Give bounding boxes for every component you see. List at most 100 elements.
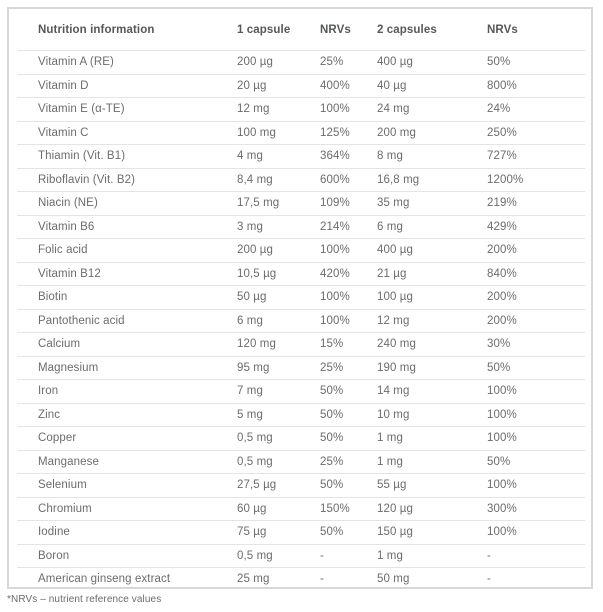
table-row: Thiamin (Vit. B1) 4 mg 364% 8 mg 727% [17, 144, 585, 168]
nutrition-table: Nutrition information 1 capsule NRVs 2 c… [17, 9, 585, 591]
nutrient-name-cell: Copper [17, 426, 237, 450]
nutrient-name-cell: Manganese [17, 449, 237, 474]
nutrient-name-cell: Magnesium [17, 355, 237, 380]
nrv-1-capsule-cell: 15% [320, 332, 377, 356]
nrv-1-capsule-cell: 25% [320, 449, 377, 474]
nrv-2-capsules-cell: 300% [487, 496, 585, 521]
header-cell-2-capsules: 2 capsules [377, 23, 437, 36]
table-header-row: Nutrition information 1 capsule NRVs 2 c… [17, 9, 585, 51]
amount-1-capsule-cell: 17,5 mg [237, 191, 320, 215]
amount-2-capsules-cell: 12 mg [377, 308, 487, 333]
amount-2-capsules-cell: 10 mg [377, 402, 487, 427]
table-row: American ginseng extract 25 mg -50 mg - [17, 567, 585, 591]
nutrient-name-cell: Folic acid [17, 238, 237, 262]
nrv-1-capsule-cell: - [320, 543, 377, 568]
nrv-2-capsules-cell: 840% [487, 261, 585, 286]
table-row: Iodine 75 µg 50% 150 µg 100% [17, 520, 585, 544]
amount-2-capsules-cell: 8 mg [377, 144, 487, 168]
amount-2-capsules-cell: 16,8 mg [377, 167, 487, 192]
amount-1-capsule-cell: 75 µg [237, 520, 320, 544]
amount-1-capsule-cell: 8,4 mg [237, 167, 320, 192]
nrv-2-capsules-cell: 100% [487, 520, 585, 544]
amount-1-capsule-cell: 50 µg [237, 285, 320, 309]
amount-2-capsules-cell: 120 µg [377, 496, 487, 521]
amount-1-capsule-cell: 12 mg [237, 97, 320, 121]
table-header: Nutrition information 1 capsule NRVs 2 c… [17, 9, 585, 51]
amount-1-capsule-cell: 10,5 µg [237, 261, 320, 286]
table-row: Manganese 0,5 mg 25% 1 mg 50% [17, 449, 585, 474]
header-cell-nrvs-2: NRVs [487, 23, 518, 36]
nrv-1-capsule-cell: - [320, 567, 377, 591]
amount-2-capsules-cell: 21 µg [377, 261, 487, 286]
amount-2-capsules-cell: 400 µg [377, 50, 487, 74]
nrv-1-capsule-cell: 214% [320, 214, 377, 239]
amount-2-capsules-cell: 1 mg [377, 449, 487, 474]
table-row: Vitamin E (α-TE) 12 mg 100% 24 mg 24% [17, 97, 585, 121]
table-row: Vitamin A (RE) 200 µg 25% 400 µg 50% [17, 50, 585, 74]
amount-1-capsule-cell: 200 µg [237, 238, 320, 262]
nrv-1-capsule-cell: 100% [320, 238, 377, 262]
nutrient-name-cell: Pantothenic acid [17, 308, 237, 333]
nrv-1-capsule-cell: 50% [320, 379, 377, 403]
header-cell-nutrition-information: Nutrition information [38, 23, 155, 36]
table-row: Biotin 50 µg 100% 100 µg 200% [17, 285, 585, 309]
amount-1-capsule-cell: 4 mg [237, 144, 320, 168]
amount-1-capsule-cell: 0,5 mg [237, 426, 320, 450]
nutrient-name-cell: Vitamin A (RE) [17, 50, 237, 74]
amount-1-capsule-cell: 27,5 µg [237, 473, 320, 497]
amount-2-capsules-cell: 55 µg [377, 473, 487, 497]
nutrient-name-cell: Vitamin E (α-TE) [17, 97, 237, 121]
nrv-2-capsules-cell: 100% [487, 426, 585, 450]
amount-2-capsules-cell: 35 mg [377, 191, 487, 215]
amount-2-capsules-cell: 24 mg [377, 97, 487, 121]
nrv-1-capsule-cell: 125% [320, 120, 377, 145]
nrv-2-capsules-cell: 727% [487, 144, 585, 168]
nrv-2-capsules-cell: 50% [487, 449, 585, 474]
table-row: Magnesium 95 mg 25% 190 mg 50% [17, 355, 585, 380]
amount-2-capsules-cell: 400 µg [377, 238, 487, 262]
table-row: Riboflavin (Vit. B2) 8,4 mg 600% 16,8 mg 120… [17, 167, 585, 192]
amount-1-capsule-cell: 6 mg [237, 308, 320, 333]
nrv-1-capsule-cell: 600% [320, 167, 377, 192]
nrv-1-capsule-cell: 50% [320, 473, 377, 497]
nrv-2-capsules-cell: - [487, 543, 585, 568]
nutrition-table-card: Nutrition information 1 capsule NRVs 2 c… [7, 7, 593, 591]
table-row: Vitamin C 100 mg 125% 200 mg 250% [17, 120, 585, 145]
table-row: Copper 0,5 mg 50% 1 mg 100% [17, 426, 585, 450]
nrv-2-capsules-cell: 1200% [487, 167, 585, 192]
amount-1-capsule-cell: 5 mg [237, 402, 320, 427]
table-row: Zinc 5 mg 50% 10 mg 100% [17, 402, 585, 427]
nrv-1-capsule-cell: 364% [320, 144, 377, 168]
table-row: Calcium 120 mg 15% 240 mg 30% [17, 332, 585, 356]
table-row: Selenium 27,5 µg 50% 55 µg 100% [17, 473, 585, 497]
nutrient-name-cell: Niacin (NE) [17, 191, 237, 215]
amount-2-capsules-cell: 200 mg [377, 120, 487, 145]
nrv-2-capsules-cell: 24% [487, 97, 585, 121]
nrv-1-capsule-cell: 50% [320, 402, 377, 427]
table-row: Folic acid 200 µg 100% 400 µg 200% [17, 238, 585, 262]
nutrient-name-cell: Riboflavin (Vit. B2) [17, 167, 237, 192]
nrv-footnote: *NRVs – nutrient reference values [7, 594, 162, 605]
nrv-1-capsule-cell: 50% [320, 520, 377, 544]
amount-2-capsules-cell: 40 µg [377, 73, 487, 98]
nrv-2-capsules-cell: 219% [487, 191, 585, 215]
nrv-1-capsule-cell: 25% [320, 355, 377, 380]
amount-1-capsule-cell: 0,5 mg [237, 449, 320, 474]
table-row: Boron 0,5 mg -1 mg - [17, 543, 585, 568]
nrv-2-capsules-cell: 800% [487, 73, 585, 98]
nutrient-name-cell: Thiamin (Vit. B1) [17, 144, 237, 168]
nutrient-name-cell: Boron [17, 543, 237, 568]
nrv-1-capsule-cell: 100% [320, 285, 377, 309]
amount-1-capsule-cell: 20 µg [237, 73, 320, 98]
table-row: Pantothenic acid 6 mg 100% 12 mg 200% [17, 308, 585, 333]
table-row: Iron 7 mg 50% 14 mg 100% [17, 379, 585, 403]
nutrient-name-cell: Chromium [17, 496, 237, 521]
amount-2-capsules-cell: 50 mg [377, 567, 487, 591]
nrv-2-capsules-cell: 200% [487, 308, 585, 333]
nrv-2-capsules-cell: 50% [487, 355, 585, 380]
table-body: Vitamin A (RE) 200 µg 25% 400 µg 50% Vitamin … [17, 50, 585, 591]
amount-1-capsule-cell: 200 µg [237, 50, 320, 74]
amount-2-capsules-cell: 240 mg [377, 332, 487, 356]
nrv-2-capsules-cell: 100% [487, 379, 585, 403]
